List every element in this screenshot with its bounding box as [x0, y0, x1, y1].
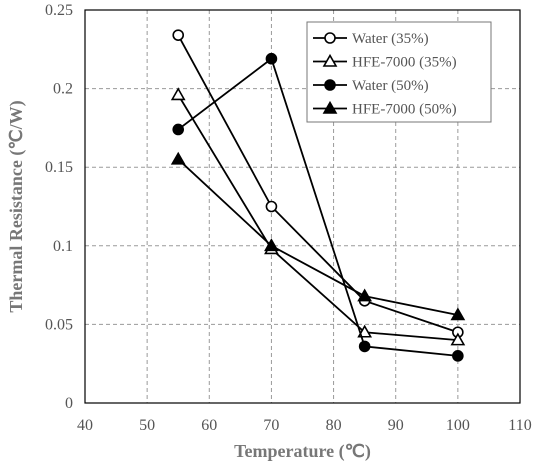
- data-point: [450, 332, 466, 346]
- series-line: [177, 94, 458, 342]
- legend-item: Water (50%): [313, 78, 429, 94]
- y-tick-label: 0.25: [45, 2, 73, 19]
- x-tick-label: 40: [77, 417, 93, 434]
- data-point: [265, 200, 278, 213]
- y-tick-labels: 0 0.05 0.1 0.15 0.2 0.25: [45, 2, 73, 412]
- legend-marker: [324, 32, 336, 44]
- x-tick-label: 80: [326, 417, 342, 434]
- data-point: [450, 307, 466, 321]
- data-point: [358, 340, 371, 353]
- series-3: [172, 52, 464, 362]
- legend-marker: [322, 53, 338, 67]
- x-axis-title: Temperature (℃): [234, 441, 371, 462]
- x-tick-label: 100: [446, 417, 470, 434]
- series-line: [177, 57, 458, 357]
- data-point: [172, 29, 185, 41]
- legend-item: HFE-7000 (50%): [313, 100, 457, 118]
- y-tick-label: 0: [65, 395, 73, 412]
- legend-label: HFE-7000 (35%): [352, 55, 457, 71]
- data-point: [357, 324, 373, 338]
- series-line: [177, 158, 459, 316]
- legend-item: HFE-7000 (35%): [313, 53, 457, 71]
- x-tick-labels: 40 50 60 70 80 90 100 110: [77, 417, 532, 434]
- plot-frame: [84, 9, 521, 404]
- legend: Water (35%) HFE-7000 (35%) Water (50%) HFE-…: [306, 21, 492, 123]
- y-tick-label: 0.1: [53, 238, 73, 255]
- x-tick-label: 70: [263, 417, 279, 434]
- y-tick-label: 0.05: [45, 316, 73, 333]
- data-point: [170, 151, 186, 165]
- x-tick-label: 60: [201, 417, 217, 434]
- legend-label: HFE-7000 (50%): [352, 102, 457, 118]
- data-point: [357, 288, 373, 302]
- y-tick-label: 0.2: [53, 81, 73, 98]
- data-point: [264, 238, 279, 252]
- legend-marker: [324, 79, 336, 91]
- data-point: [265, 52, 278, 65]
- series-line: [177, 34, 459, 334]
- legend-marker: [322, 100, 338, 114]
- y-tick-label: 0.15: [45, 159, 73, 176]
- data-point: [172, 123, 185, 136]
- data-point: [452, 350, 464, 362]
- x-tick-label: 50: [139, 417, 155, 434]
- data-point: [170, 87, 186, 101]
- series-layer: [170, 29, 466, 362]
- series-2: [170, 87, 466, 346]
- legend-item: Water (35%): [313, 31, 429, 47]
- legend-label: Water (35%): [352, 31, 429, 47]
- x-tick-label: 110: [508, 417, 531, 434]
- legend-label: Water (50%): [352, 78, 429, 94]
- y-axis-title: Thermal Resistance (℃/W): [6, 100, 27, 312]
- series-4: [170, 151, 466, 321]
- x-tick-label: 90: [388, 417, 404, 434]
